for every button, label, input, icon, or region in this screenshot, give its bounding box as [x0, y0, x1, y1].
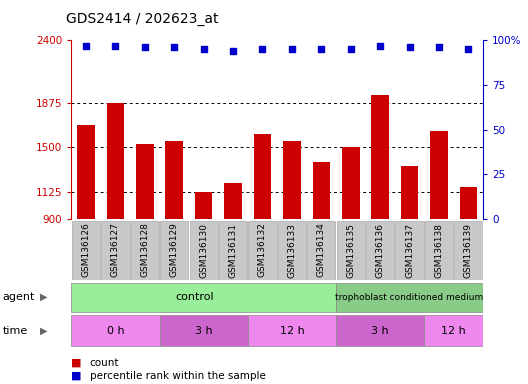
Bar [71, 315, 159, 346]
Bar [459, 187, 477, 219]
Text: agent: agent [3, 292, 35, 302]
Text: 3 h: 3 h [371, 326, 389, 336]
Bar [159, 315, 248, 346]
Text: GSM136137: GSM136137 [405, 223, 414, 278]
Text: GSM136135: GSM136135 [346, 223, 355, 278]
Point [435, 45, 443, 51]
Text: percentile rank within the sample: percentile rank within the sample [90, 371, 266, 381]
Text: GSM136130: GSM136130 [199, 223, 208, 278]
Bar [337, 222, 365, 280]
Text: GSM136138: GSM136138 [435, 223, 444, 278]
Point [140, 45, 149, 51]
Text: control: control [175, 292, 214, 302]
Bar [454, 222, 483, 280]
Text: 12 h: 12 h [279, 326, 304, 336]
Bar [165, 141, 183, 219]
Text: ■: ■ [71, 358, 82, 368]
Bar [253, 134, 271, 219]
Text: GSM136129: GSM136129 [169, 223, 179, 278]
Text: ▶: ▶ [40, 326, 48, 336]
Bar [278, 222, 306, 280]
Point [229, 48, 237, 54]
Bar [77, 125, 95, 219]
Text: 3 h: 3 h [195, 326, 212, 336]
Bar [283, 141, 301, 219]
Bar [195, 192, 212, 219]
Text: ■: ■ [71, 371, 82, 381]
Point [170, 45, 178, 51]
Bar [366, 222, 394, 280]
Text: ▶: ▶ [40, 292, 48, 302]
Text: GSM136133: GSM136133 [287, 223, 296, 278]
Text: GSM136132: GSM136132 [258, 223, 267, 278]
Text: GSM136131: GSM136131 [229, 223, 238, 278]
Text: GSM136127: GSM136127 [111, 223, 120, 278]
Bar [307, 222, 335, 280]
Bar [160, 222, 188, 280]
Bar [430, 131, 448, 219]
Bar [248, 222, 277, 280]
Text: GSM136136: GSM136136 [375, 223, 385, 278]
Text: GSM136128: GSM136128 [140, 223, 149, 278]
Bar [107, 103, 124, 219]
Bar [224, 183, 242, 219]
Bar [371, 95, 389, 219]
Point [200, 46, 208, 52]
Text: GSM136126: GSM136126 [81, 223, 90, 278]
Bar [336, 283, 483, 312]
Bar [219, 222, 247, 280]
Text: time: time [3, 326, 28, 336]
Text: 0 h: 0 h [107, 326, 124, 336]
Point [317, 46, 326, 52]
Point [258, 46, 267, 52]
Bar [425, 315, 483, 346]
Text: GSM136139: GSM136139 [464, 223, 473, 278]
Bar [72, 222, 100, 280]
Point [288, 46, 296, 52]
Bar [136, 144, 154, 219]
Bar [71, 283, 336, 312]
Point [376, 43, 384, 49]
Bar [342, 147, 360, 219]
Bar [401, 166, 418, 219]
Text: GSM136134: GSM136134 [317, 223, 326, 278]
Point [111, 43, 120, 49]
Text: count: count [90, 358, 119, 368]
Bar [425, 222, 453, 280]
Text: GDS2414 / 202623_at: GDS2414 / 202623_at [66, 12, 219, 25]
Bar [336, 315, 425, 346]
Point [82, 43, 90, 49]
Bar [248, 315, 336, 346]
Point [346, 46, 355, 52]
Bar [101, 222, 129, 280]
Point [406, 45, 414, 51]
Bar [313, 162, 330, 219]
Bar [190, 222, 218, 280]
Bar [395, 222, 423, 280]
Bar [131, 222, 159, 280]
Text: trophoblast conditioned medium: trophoblast conditioned medium [335, 293, 484, 302]
Text: 12 h: 12 h [441, 326, 466, 336]
Point [464, 46, 473, 52]
